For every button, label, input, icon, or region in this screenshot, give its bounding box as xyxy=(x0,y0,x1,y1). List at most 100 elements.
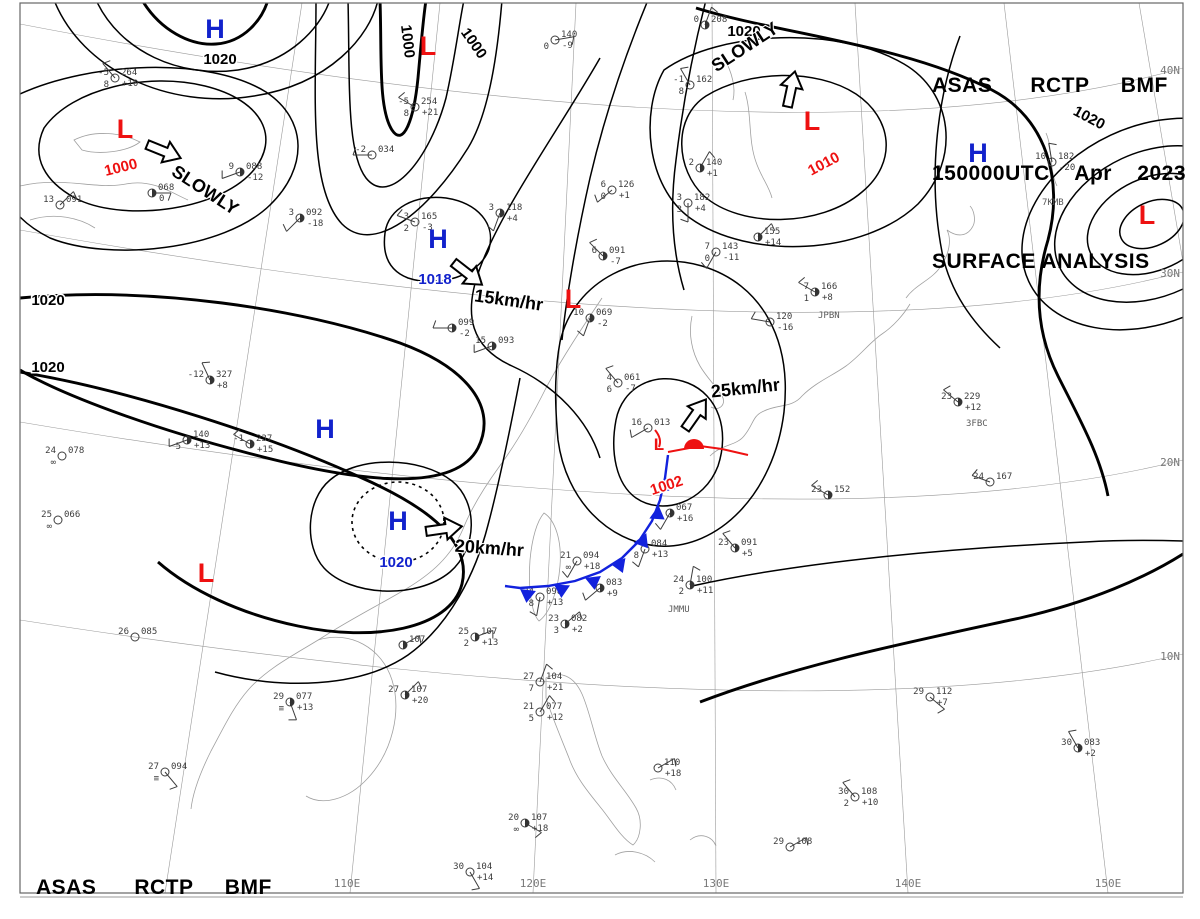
cloud-cover-half xyxy=(492,342,496,350)
wind-barb xyxy=(722,533,736,549)
station-weather: 3 xyxy=(677,205,682,215)
station-temp: 3 xyxy=(289,208,294,218)
station-plot xyxy=(529,592,545,617)
isobar xyxy=(347,3,465,188)
wind-barb-tick xyxy=(673,758,677,767)
station-temp: 23 xyxy=(718,538,729,548)
warm-front xyxy=(654,429,749,456)
station-tendency: +2 xyxy=(572,625,583,635)
station-pressure: 165 xyxy=(421,212,437,222)
station-tendency: +21 xyxy=(422,108,438,118)
ship-callsign: 3FBC xyxy=(966,419,988,429)
wind-barb-tick xyxy=(680,66,689,70)
station-pressure: 140 xyxy=(706,158,722,168)
title-line-1: ASAS RCTP BMF xyxy=(36,875,272,899)
station-circle xyxy=(1047,157,1057,167)
isobar xyxy=(470,57,601,459)
wind-barb-tick xyxy=(711,6,718,13)
station-pressure: 182 xyxy=(694,193,710,203)
station-pressure: 094 xyxy=(583,551,599,561)
lon-label: 110E xyxy=(334,877,361,890)
movement-annotation xyxy=(144,139,183,164)
ship-callsign: JMMU xyxy=(668,605,690,615)
station-tendency: +5 xyxy=(742,549,753,559)
wind-barb-tick xyxy=(418,635,422,644)
wind-barb-tick xyxy=(582,592,586,601)
title-line-2: 150000UTC Apr 2023 xyxy=(932,161,1187,185)
wind-barb-tick xyxy=(811,479,818,486)
station-tendency: +21 xyxy=(547,683,563,693)
wind-barb-tick xyxy=(398,91,405,98)
cold-front-triangle xyxy=(610,558,626,574)
station-temp: 29 xyxy=(773,837,784,847)
wind-barb xyxy=(605,368,619,384)
station-plot xyxy=(589,238,608,261)
station-temp: 6 xyxy=(592,246,597,256)
isobar-low-ring xyxy=(1021,117,1183,331)
station-plot xyxy=(221,167,245,179)
cold-front-triangle xyxy=(660,477,676,493)
station-pressure: 126 xyxy=(618,180,634,190)
cloud-cover-half xyxy=(475,633,479,641)
station-circle xyxy=(110,73,120,83)
station-temp: 3 xyxy=(489,203,494,213)
isobar xyxy=(214,377,521,685)
wind-barb-tick xyxy=(798,276,805,283)
station-pressure: 067 xyxy=(676,503,692,513)
station-plot xyxy=(160,767,178,790)
station-circle xyxy=(765,317,775,327)
station-temp: 13 xyxy=(43,195,54,205)
warm-front-line xyxy=(667,444,749,456)
low-center-symbol: L xyxy=(198,558,215,588)
isobar-label: 1020 xyxy=(31,359,64,376)
cloud-cover-half xyxy=(758,233,762,241)
wind-barb xyxy=(469,871,480,889)
wind-barb-tick xyxy=(750,311,756,319)
station-tendency: +18 xyxy=(532,824,548,834)
isobar-low-1002-inner xyxy=(613,378,724,507)
wind-barb-tick xyxy=(632,561,639,568)
isobar-low-1002-outer xyxy=(554,260,786,547)
cloud-cover-half xyxy=(300,214,304,222)
wind-barb xyxy=(539,695,550,713)
station-temp: -1 xyxy=(673,75,684,85)
station-temp: 30 xyxy=(838,787,849,797)
parallel-20n xyxy=(20,421,1183,500)
wind-barb xyxy=(221,171,241,179)
station-temp: -5 xyxy=(398,97,409,107)
station-temp: 29 xyxy=(913,687,924,697)
isobar xyxy=(20,66,299,251)
wind-barb xyxy=(286,217,301,232)
wind-barb xyxy=(554,36,574,41)
isobar-label: 1020 xyxy=(31,292,64,309)
cloud-cover-half xyxy=(240,168,244,176)
wind-barb-tick xyxy=(700,262,707,269)
station-plot xyxy=(798,276,820,297)
station-temp: 9 xyxy=(229,162,234,172)
station-circle xyxy=(55,200,65,210)
wind-barb-tick xyxy=(589,238,598,244)
station-temp: -12 xyxy=(188,370,204,380)
coast-indochina xyxy=(305,636,397,802)
lat-label: 20N xyxy=(1160,456,1180,469)
low-center-symbol: L xyxy=(117,114,134,144)
station-temp: 24 xyxy=(45,446,56,456)
isobars xyxy=(20,3,1183,704)
station-plot xyxy=(398,91,420,112)
station-weather: 8 xyxy=(104,80,109,90)
meridian-150e xyxy=(1003,3,1109,893)
wind-barb-tick xyxy=(680,218,689,223)
high-center-symbol: H xyxy=(388,506,408,536)
cloud-cover-half xyxy=(735,544,739,552)
map-border xyxy=(19,2,1184,894)
coast-island-nw xyxy=(73,133,141,153)
station-circle xyxy=(535,677,545,687)
isobar-label: 1000 xyxy=(457,25,490,62)
station-plot xyxy=(629,423,653,438)
station-circle xyxy=(683,198,693,208)
station-plot xyxy=(352,147,377,160)
station-plot xyxy=(473,341,497,353)
station-temp: -1 xyxy=(233,434,244,444)
station-plot xyxy=(722,530,740,553)
station-tendency: -3 xyxy=(422,223,433,233)
